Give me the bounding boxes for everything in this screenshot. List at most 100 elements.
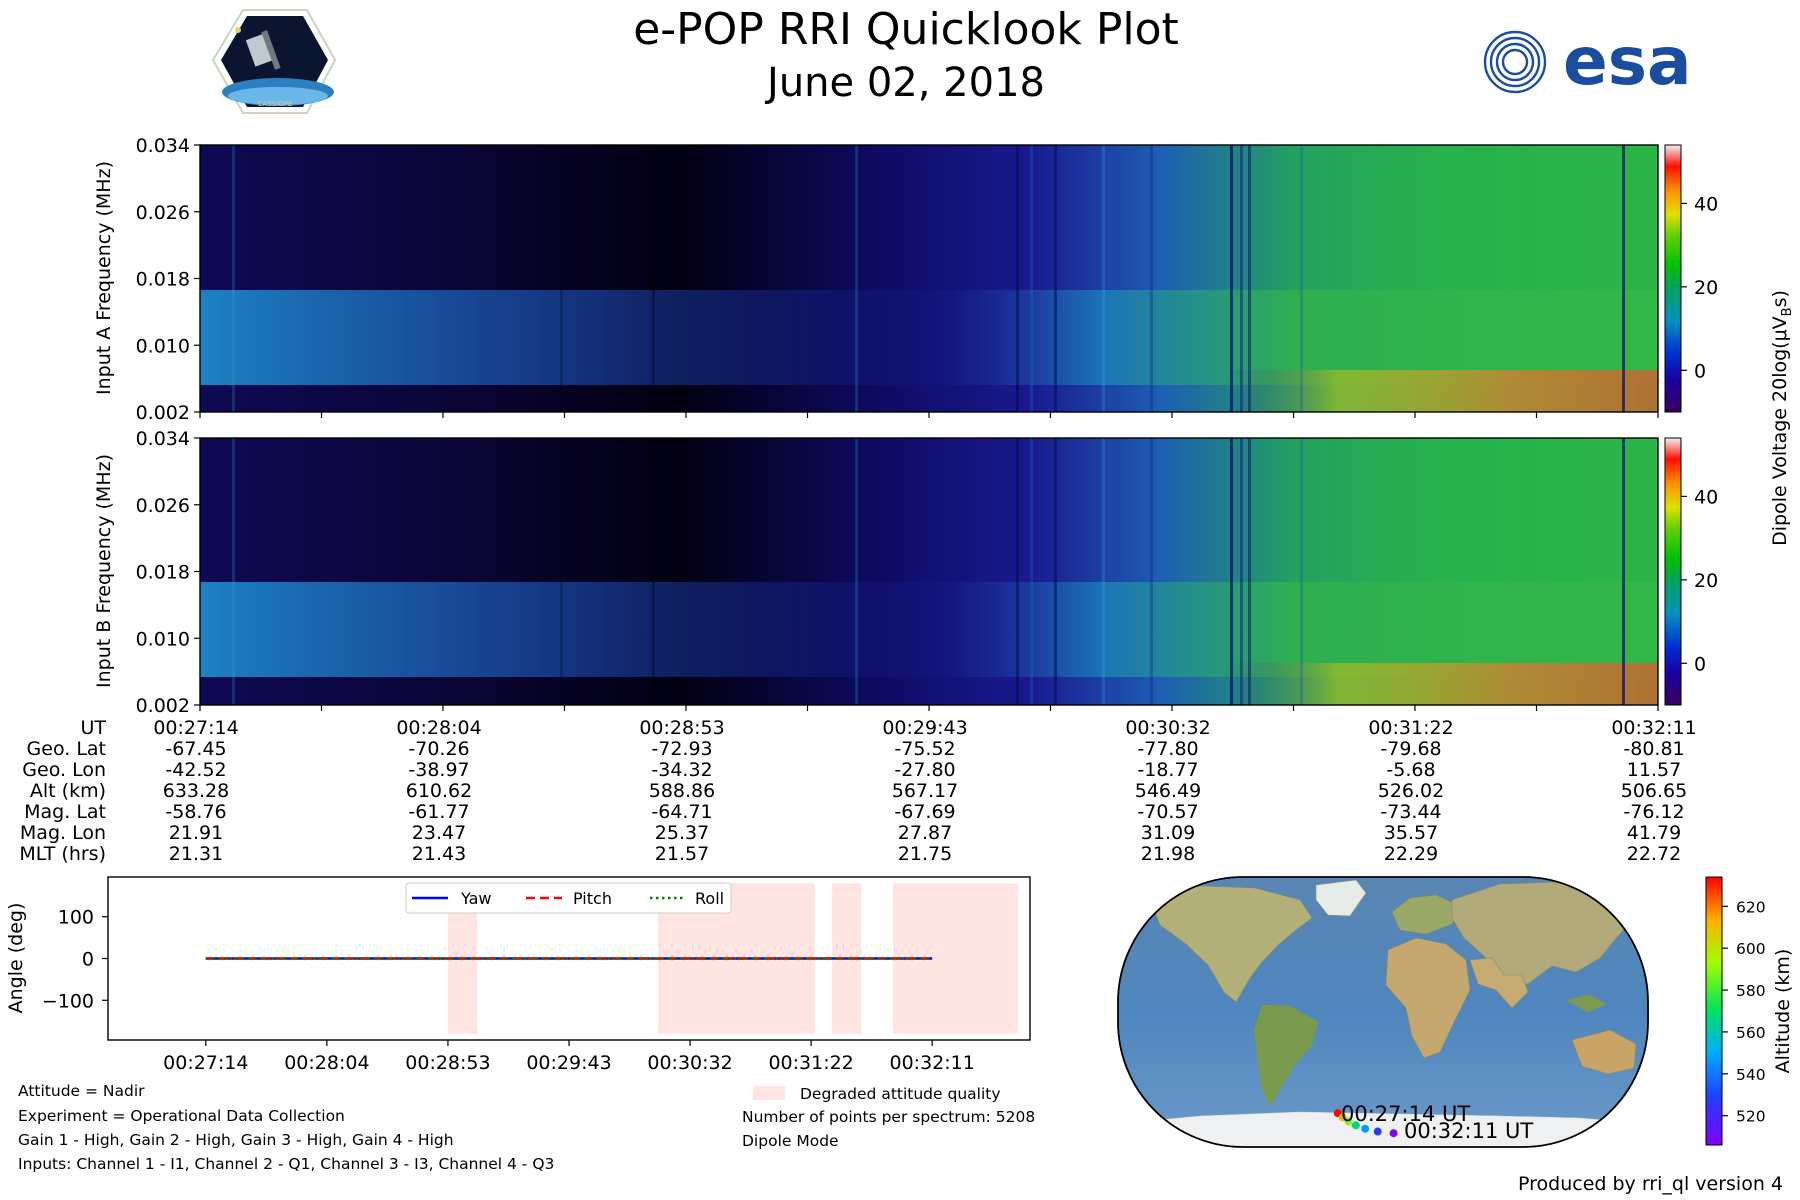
ephemeris-cell: 21.43 <box>412 843 466 865</box>
colorbar-a-ticks: 0 20 40 <box>1681 193 1718 382</box>
input-b-panel: 0.002 0.010 0.018 0.026 0.034 Input B Freque… <box>93 428 1659 717</box>
altitude-colorbar-ticks: 520 540 560 580 600 620 <box>1722 898 1766 1126</box>
track-point <box>1373 1127 1382 1136</box>
map-land <box>1118 879 1648 1147</box>
ephemeris-row-label: UT <box>80 717 106 739</box>
input-a-low-band <box>200 290 1658 385</box>
altitude-colorbar-label: Altitude (km) <box>1772 949 1794 1074</box>
ephemeris-cell: -18.77 <box>1137 759 1198 781</box>
spectrogram-stripe <box>232 145 235 412</box>
colorbar-a: 0 20 40 <box>1664 144 1718 413</box>
ytick-label: 100 <box>58 907 94 929</box>
ephemeris-cell: 633.28 <box>163 780 229 802</box>
dipole-mode: Dipole Mode <box>742 1132 839 1150</box>
colorbar-tick-label: 20 <box>1694 570 1718 592</box>
ephemeris-cell: -5.68 <box>1386 759 1435 781</box>
spectrogram-stripe <box>1102 438 1105 705</box>
spectrogram-stripe <box>1230 438 1233 705</box>
xtick-label: 00:31:22 <box>768 1052 853 1074</box>
cassiope-badge-text: CASSIOPE <box>258 100 293 108</box>
spectrogram-stripe <box>1054 438 1057 705</box>
spectrogram-stripe <box>1622 438 1625 705</box>
spectrogram-stripe <box>1240 438 1243 705</box>
spectrogram-stripe <box>1248 145 1251 412</box>
ytick-label: 0.010 <box>136 335 190 357</box>
spectrogram-stripe <box>560 145 563 412</box>
spectrogram-stripe <box>1240 145 1243 412</box>
ephemeris-cell: 00:32:11 <box>1611 717 1696 739</box>
input-a-xticks <box>199 412 1659 418</box>
spectrogram-stripe <box>1030 438 1033 705</box>
attitude-legend: Yaw Pitch Roll <box>405 882 732 914</box>
ephemeris-cell: 506.65 <box>1621 780 1687 802</box>
xtick-label: 00:29:43 <box>526 1052 611 1074</box>
altitude-tick-label: 620 <box>1736 898 1766 916</box>
xtick-label: 00:32:11 <box>890 1052 975 1074</box>
spectrogram-stripe <box>1622 145 1625 412</box>
degraded-label: Degraded attitude quality <box>800 1085 1001 1103</box>
attitude-xticks: 00:27:14 00:28:04 00:28:53 00:29:43 00:30:32… <box>163 1040 975 1074</box>
track-point <box>1361 1124 1370 1133</box>
legend-roll: Roll <box>695 889 724 908</box>
ephemeris-cell: -76.12 <box>1623 801 1684 823</box>
attitude-ylabel: Angle (deg) <box>5 903 27 1014</box>
spectrogram-stripe <box>1030 145 1033 412</box>
ephemeris-cell: 588.86 <box>649 780 715 802</box>
spectrogram-stripe <box>1150 438 1153 705</box>
spectrogram-stripe <box>1230 145 1233 412</box>
attitude-panel: 100 0 −100 00:27:14 00:28:04 00:28:53 00:29:4… <box>5 876 1031 1074</box>
ephemeris-row-label: MLT (hrs) <box>19 843 106 865</box>
ephemeris-cell: 31.09 <box>1141 822 1195 844</box>
ephemeris-row-label: Alt (km) <box>30 780 106 802</box>
ytick-label: 0.002 <box>136 402 190 424</box>
ephemeris-cell: -27.80 <box>894 759 955 781</box>
altitude-tick-label: 600 <box>1736 940 1766 958</box>
produced-by: Produced by rri_ql version 4 <box>1518 1173 1783 1195</box>
xtick-label: 00:27:14 <box>163 1052 248 1074</box>
ephemeris-cell: -77.80 <box>1137 738 1198 760</box>
ephemeris-row-label: Mag. Lat <box>24 801 106 823</box>
ephemeris-cell: 567.17 <box>892 780 958 802</box>
input-a-panel: 0.002 0.010 0.018 0.026 0.034 Input A Freque… <box>93 135 1659 424</box>
ephemeris-cell: 27.87 <box>898 822 952 844</box>
ephemeris-cell: -75.52 <box>894 738 955 760</box>
ephemeris-cell: -67.45 <box>165 738 226 760</box>
input-b-stripes <box>232 438 1625 705</box>
spectrogram-stripe <box>560 438 563 705</box>
track-start-label: 00:27:14 UT <box>1341 1102 1470 1126</box>
ephemeris-cell: -72.93 <box>651 738 712 760</box>
ephemeris-cell: -80.81 <box>1623 738 1684 760</box>
ytick-label: 0.034 <box>136 428 190 450</box>
ephemeris-cell: -42.52 <box>165 759 226 781</box>
ephemeris-cell: 11.57 <box>1627 759 1681 781</box>
spectrogram-stripe <box>1016 438 1019 705</box>
degraded-legend: Degraded attitude quality <box>753 1085 1001 1103</box>
colorbar-tick-label: 40 <box>1694 486 1718 508</box>
attitude-yticks: 100 0 −100 <box>42 907 108 1012</box>
info-line-attitude: Attitude = Nadir <box>18 1082 145 1100</box>
spectrogram-stripe <box>232 438 235 705</box>
input-a-yticks: 0.002 0.010 0.018 0.026 0.034 <box>136 135 200 424</box>
spectrogram-stripe <box>652 145 655 412</box>
ephemeris-cell: 35.57 <box>1384 822 1438 844</box>
track-points <box>1333 1109 1398 1138</box>
ephemeris-cell: -38.97 <box>408 759 469 781</box>
cassiope-logo: CASSIOPE <box>211 9 337 114</box>
ephemeris-cell: 21.75 <box>898 843 952 865</box>
ephemeris-cell: 23.47 <box>412 822 466 844</box>
spectrogram-stripe <box>1300 145 1303 412</box>
info-line-gain: Gain 1 - High, Gain 2 - High, Gain 3 - H… <box>18 1131 454 1149</box>
ephemeris-cell: -70.26 <box>408 738 469 760</box>
legend-yaw: Yaw <box>460 889 491 908</box>
ephemeris-cell: 21.98 <box>1141 843 1195 865</box>
ephemeris-cell: 610.62 <box>406 780 472 802</box>
ephemeris-row-label: Geo. Lat <box>27 738 106 760</box>
ephemeris-row-label: Mag. Lon <box>20 822 106 844</box>
spectrogram-stripe <box>855 145 858 412</box>
page-subtitle: June 02, 2018 <box>764 60 1045 106</box>
info-line-inputs: Inputs: Channel 1 - I1, Channel 2 - Q1, … <box>18 1155 554 1173</box>
ytick-label: 0.018 <box>136 269 190 291</box>
ephemeris-cell: 00:30:32 <box>1125 717 1210 739</box>
xtick-label: 00:28:53 <box>405 1052 490 1074</box>
